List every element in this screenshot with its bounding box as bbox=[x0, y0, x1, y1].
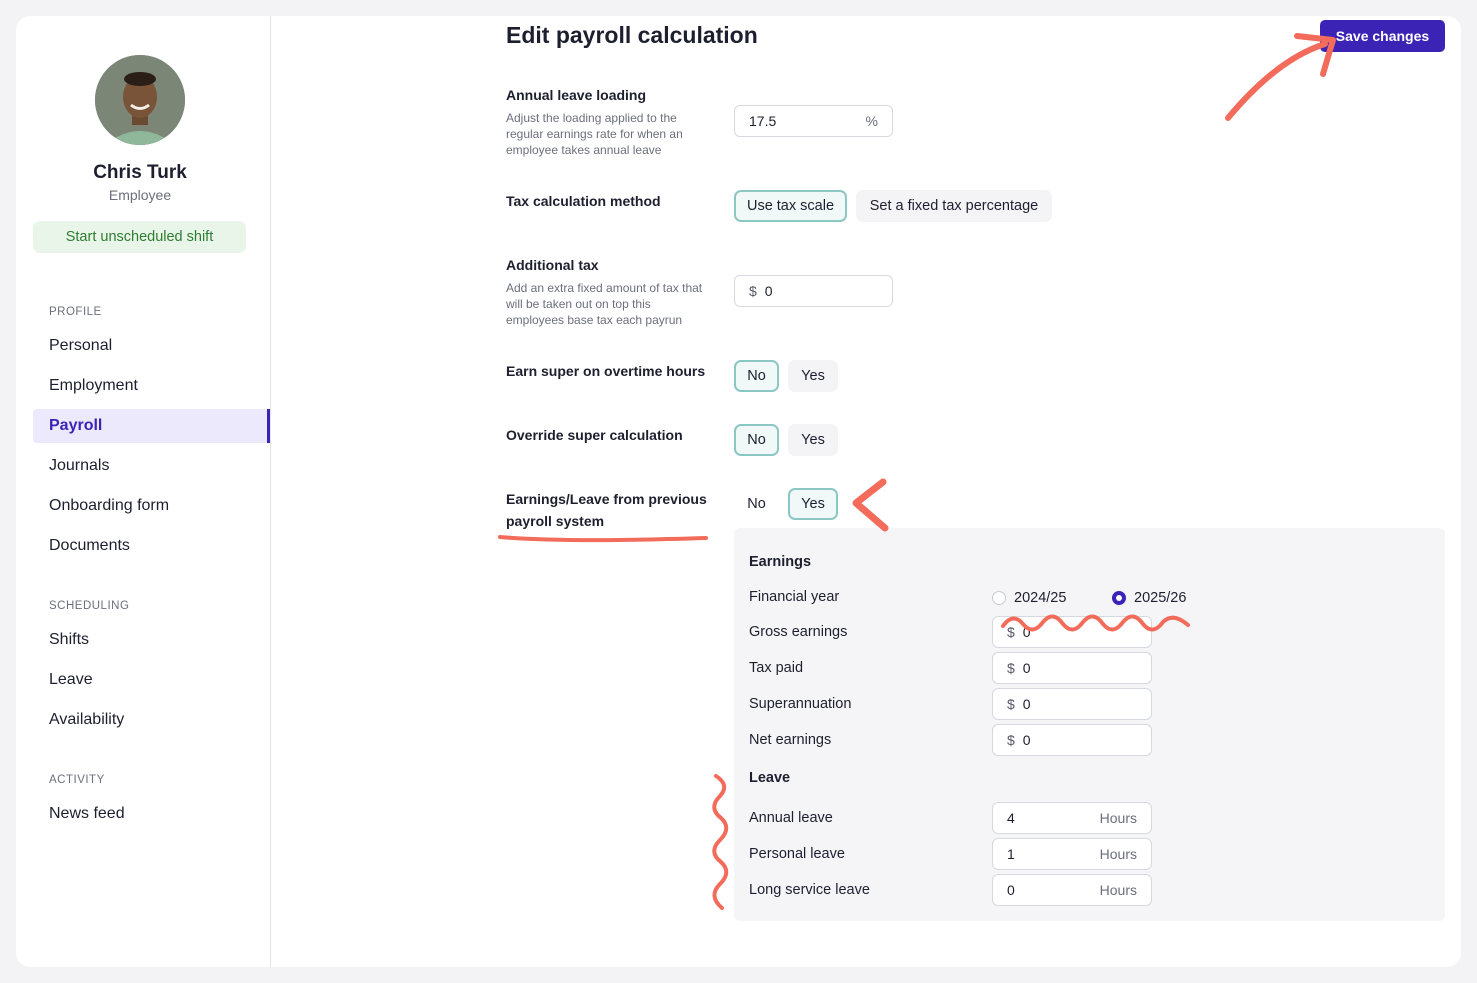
gross-earnings-value: 0 bbox=[1022, 624, 1031, 640]
avatar-image bbox=[95, 55, 185, 145]
year-label-2025-26: 2025/26 bbox=[1134, 590, 1187, 606]
annual-leave-loading-input[interactable]: 17.5 % bbox=[734, 105, 893, 137]
avatar bbox=[95, 55, 185, 145]
gross-earnings-input[interactable]: $ 0 bbox=[992, 616, 1152, 648]
annual-leave-value: 4 bbox=[1007, 810, 1015, 826]
super-overtime-no[interactable]: No bbox=[734, 360, 779, 392]
hours-suffix: Hours bbox=[1099, 882, 1137, 898]
superannuation-input[interactable]: $ 0 bbox=[992, 688, 1152, 720]
sidebar-item-onboarding-form[interactable]: Onboarding form bbox=[49, 497, 170, 514]
sidebar-item-shifts[interactable]: Shifts bbox=[49, 631, 90, 648]
annual-leave-hours-input[interactable]: 4 Hours bbox=[992, 802, 1152, 834]
superannuation-label: Superannuation bbox=[749, 696, 852, 712]
leave-heading: Leave bbox=[749, 770, 791, 786]
net-earnings-label: Net earnings bbox=[749, 732, 832, 748]
sidebar-item-journals[interactable]: Journals bbox=[49, 457, 110, 474]
override-super-yes[interactable]: Yes bbox=[788, 424, 838, 456]
sidebar-item-employment[interactable]: Employment bbox=[49, 377, 138, 394]
nav-section-activity: ACTIVITY bbox=[49, 774, 105, 786]
additional-tax-input[interactable]: $ 0 bbox=[734, 275, 893, 307]
sidebar-item-documents[interactable]: Documents bbox=[49, 537, 130, 554]
annual-leave-loading-help: Adjust the loading applied to the regula… bbox=[506, 111, 683, 157]
nav-section-scheduling: SCHEDULING bbox=[49, 600, 130, 612]
tax-method-use-tax-scale[interactable]: Use tax scale bbox=[734, 190, 847, 222]
dollar-prefix: $ bbox=[749, 283, 757, 299]
personal-leave-label: Personal leave bbox=[749, 846, 845, 862]
previous-payroll-no[interactable]: No bbox=[734, 488, 779, 520]
radio-unchecked-icon bbox=[992, 591, 1006, 605]
dollar-prefix: $ bbox=[1007, 696, 1015, 712]
nav-section-profile: PROFILE bbox=[49, 306, 102, 318]
profile-role: Employee bbox=[108, 187, 172, 203]
tax-method-fixed-percentage[interactable]: Set a fixed tax percentage bbox=[856, 190, 1052, 222]
super-overtime-label: Earn super on overtime hours bbox=[506, 363, 706, 379]
super-overtime-yes[interactable]: Yes bbox=[788, 360, 838, 392]
personal-leave-hours-input[interactable]: 1 Hours bbox=[992, 838, 1152, 870]
superannuation-value: 0 bbox=[1022, 696, 1031, 712]
sidebar-item-availability[interactable]: Availability bbox=[49, 711, 125, 728]
override-super-label: Override super calculation bbox=[506, 427, 683, 443]
hours-suffix: Hours bbox=[1099, 846, 1137, 862]
additional-tax-label: Additional tax bbox=[506, 257, 599, 273]
additional-tax-help: Add an extra fixed amount of tax that wi… bbox=[506, 281, 703, 327]
save-changes-button[interactable]: Save changes bbox=[1320, 20, 1445, 52]
percent-suffix: % bbox=[865, 113, 878, 129]
page-title: Edit payroll calculation bbox=[506, 22, 758, 48]
profile-name: Chris Turk bbox=[93, 162, 187, 183]
personal-leave-value: 1 bbox=[1007, 846, 1015, 862]
long-service-leave-label: Long service leave bbox=[749, 882, 870, 898]
previous-payroll-yes[interactable]: Yes bbox=[788, 488, 838, 520]
sidebar-item-news-feed[interactable]: News feed bbox=[49, 805, 125, 822]
sidebar: Chris Turk Employee Start unscheduled sh… bbox=[16, 16, 271, 967]
financial-year-label: Financial year bbox=[749, 589, 840, 605]
year-radio-2024-25[interactable]: 2024/25 bbox=[992, 590, 1066, 606]
radio-checked-icon bbox=[1112, 591, 1126, 605]
tax-method-label: Tax calculation method bbox=[506, 193, 661, 209]
sidebar-item-leave[interactable]: Leave bbox=[49, 671, 93, 688]
net-earnings-input[interactable]: $ 0 bbox=[992, 724, 1152, 756]
dollar-prefix: $ bbox=[1007, 732, 1015, 748]
dollar-prefix: $ bbox=[1007, 624, 1015, 640]
tax-paid-value: 0 bbox=[1022, 660, 1031, 676]
tax-paid-input[interactable]: $ 0 bbox=[992, 652, 1152, 684]
long-service-leave-value: 0 bbox=[1007, 882, 1015, 898]
annual-leave-loading-label: Annual leave loading bbox=[506, 87, 647, 103]
annual-leave-loading-value: 17.5 bbox=[749, 113, 777, 129]
annual-leave-label: Annual leave bbox=[749, 810, 833, 826]
hours-suffix: Hours bbox=[1099, 810, 1137, 826]
sidebar-item-payroll[interactable]: Payroll bbox=[33, 409, 270, 443]
year-radio-2025-26[interactable]: 2025/26 bbox=[1112, 590, 1186, 606]
year-label-2024-25: 2024/25 bbox=[1014, 590, 1067, 606]
additional-tax-value: 0 bbox=[764, 283, 773, 299]
previous-payroll-label: Earnings/Leave from previous payroll sys… bbox=[506, 491, 707, 529]
override-super-no[interactable]: No bbox=[734, 424, 779, 456]
start-unscheduled-shift-button[interactable]: Start unscheduled shift bbox=[33, 221, 246, 253]
gross-earnings-label: Gross earnings bbox=[749, 624, 848, 640]
tax-paid-label: Tax paid bbox=[749, 660, 804, 676]
dollar-prefix: $ bbox=[1007, 660, 1015, 676]
net-earnings-value: 0 bbox=[1022, 732, 1031, 748]
earnings-heading: Earnings bbox=[749, 554, 812, 570]
long-service-leave-hours-input[interactable]: 0 Hours bbox=[992, 874, 1152, 906]
sidebar-item-personal[interactable]: Personal bbox=[49, 337, 113, 354]
